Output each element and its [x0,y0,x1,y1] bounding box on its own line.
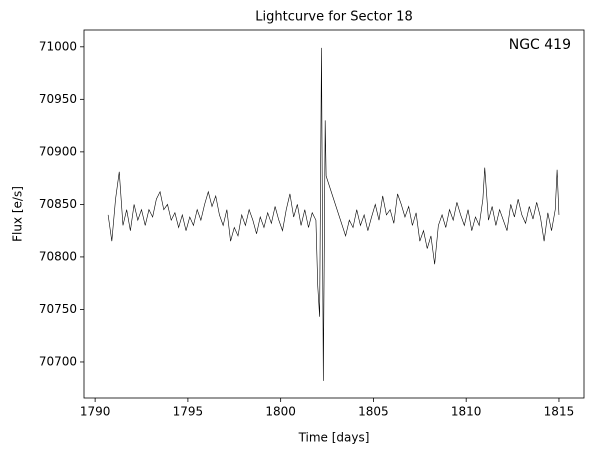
y-tick-label: 70750 [39,302,77,316]
chart-title: Lightcurve for Sector 18 [255,10,412,25]
flux-line [107,47,560,381]
x-tick-label: 1810 [451,405,482,419]
x-axis-label: Time [days] [298,431,370,445]
x-tick-label: 1800 [265,405,296,419]
annotation: NGC 419 [509,37,571,53]
y-tick-label: 70850 [39,197,77,211]
x-tick-label: 1795 [173,405,204,419]
x-tick-label: 1815 [544,405,575,419]
plot-frame [83,29,585,399]
y-axis-label: Flux [e/s] [11,186,25,242]
y-tick-label: 70700 [39,354,77,368]
x-tick-label: 1805 [358,405,389,419]
y-tick-label: 70950 [39,92,77,106]
y-tick-label: 70800 [39,249,77,263]
x-tick-label: 1790 [80,405,111,419]
y-tick-label: 71000 [39,39,77,53]
y-tick-label: 70900 [39,144,77,158]
